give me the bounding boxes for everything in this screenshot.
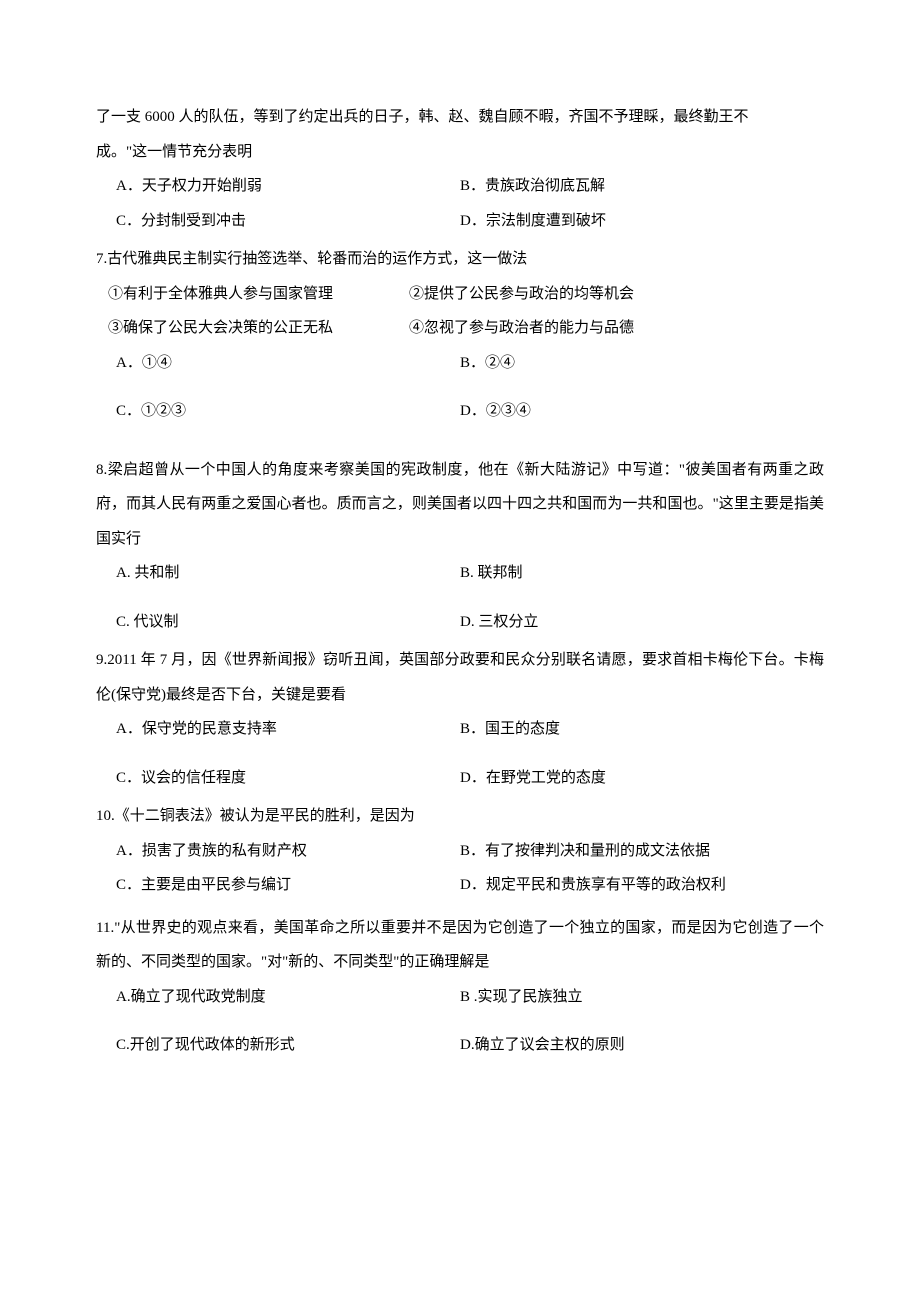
q11-stem: 11."从世界史的观点来看，美国革命之所以重要并不是因为它创造了一个独立的国家，… [96,911,824,980]
q8-opt-d: D. 三权分立 [460,605,824,640]
q7-opt-d: D．②③④ [460,394,824,429]
q7-s3: ③确保了公民大会决策的公正无私 [96,311,409,346]
q7-stem: 7.古代雅典民主制实行抽签选举、轮番而治的运作方式，这一做法 [96,242,824,277]
q7-options-row2: C．①②③ D．②③④ [96,394,824,429]
q7-opt-a: A．①④ [96,346,460,381]
q6-stem-line2: 成。"这一情节充分表明 [96,135,824,170]
q11-opt-d: D.确立了议会主权的原则 [460,1028,824,1063]
q6-options: A．天子权力开始削弱 B．贵族政治彻底瓦解 C．分封制受到冲击 D．宗法制度遭到… [96,169,824,238]
q9-opt-b: B．国王的态度 [460,712,824,747]
q9-stem: 9.2011 年 7 月，因《世界新闻报》窃听丑闻，英国部分政要和民众分别联名请… [96,643,824,712]
q8-opt-c: C. 代议制 [96,605,460,640]
q8-opt-a: A. 共和制 [96,556,460,591]
q7-s2: ②提供了公民参与政治的均等机会 [409,277,824,312]
q11-opt-b: B .实现了民族独立 [460,980,824,1015]
q6-opt-c: C．分封制受到冲击 [96,204,460,239]
q7-opt-c: C．①②③ [96,394,460,429]
q10-options: A．损害了贵族的私有财产权 B．有了按律判决和量刑的成文法依据 C．主要是由平民… [96,834,824,903]
q9-opt-d: D．在野党工党的态度 [460,761,824,796]
q10-opt-d: D．规定平民和贵族享有平等的政治权利 [460,868,824,903]
q8-opt-b: B. 联邦制 [460,556,824,591]
q9-options-row2: C．议会的信任程度 D．在野党工党的态度 [96,761,824,796]
q7-statements-row1: ①有利于全体雅典人参与国家管理 ②提供了公民参与政治的均等机会 [96,277,824,312]
q7-options-row1: A．①④ B．②④ [96,346,824,381]
q8-options-row1: A. 共和制 B. 联邦制 [96,556,824,591]
q6-opt-b: B．贵族政治彻底瓦解 [460,169,824,204]
q9-options-row1: A．保守党的民意支持率 B．国王的态度 [96,712,824,747]
q11-opt-a: A.确立了现代政党制度 [96,980,460,1015]
q10-opt-a: A．损害了贵族的私有财产权 [96,834,460,869]
q10-stem: 10.《十二铜表法》被认为是平民的胜利，是因为 [96,799,824,834]
q10-opt-c: C．主要是由平民参与编订 [96,868,460,903]
q6-opt-d: D．宗法制度遭到破坏 [460,204,824,239]
q11-options-row2: C.开创了现代政体的新形式 D.确立了议会主权的原则 [96,1028,824,1063]
q6-stem-line1: 了一支 6000 人的队伍，等到了约定出兵的日子，韩、赵、魏自顾不暇，齐国不予理… [96,100,824,135]
q7-statements-row2: ③确保了公民大会决策的公正无私 ④忽视了参与政治者的能力与品德 [96,311,824,346]
q11-opt-c: C.开创了现代政体的新形式 [96,1028,460,1063]
q9-opt-a: A．保守党的民意支持率 [96,712,460,747]
q10-opt-b: B．有了按律判决和量刑的成文法依据 [460,834,824,869]
q7-s4: ④忽视了参与政治者的能力与品德 [409,311,824,346]
q11-options-row1: A.确立了现代政党制度 B .实现了民族独立 [96,980,824,1015]
q8-stem: 8.梁启超曾从一个中国人的角度来考察美国的宪政制度，他在《新大陆游记》中写道："… [96,453,824,557]
q9-opt-c: C．议会的信任程度 [96,761,460,796]
q8-options-row2: C. 代议制 D. 三权分立 [96,605,824,640]
q7-opt-b: B．②④ [460,346,824,381]
q6-opt-a: A．天子权力开始削弱 [96,169,460,204]
q7-s1: ①有利于全体雅典人参与国家管理 [96,277,409,312]
